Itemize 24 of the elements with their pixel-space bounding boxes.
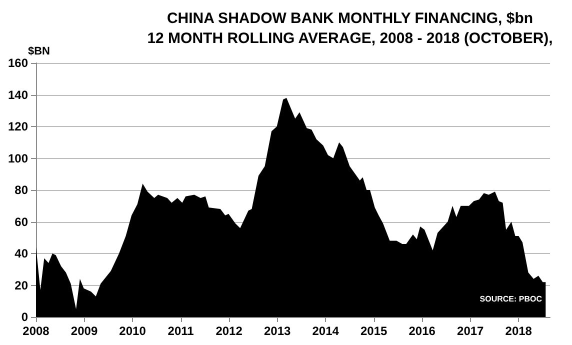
y-tick-label: 100: [8, 151, 28, 166]
y-axis-title: $BN: [28, 46, 50, 58]
y-tick-label: 40: [14, 246, 28, 260]
y-tick-label: 0: [21, 310, 28, 324]
y-tick-label: 120: [8, 120, 28, 134]
x-tick-label: 2015: [360, 324, 388, 338]
annotation: SOURCE: PBOC: [480, 294, 542, 304]
x-tick-label: 2014: [312, 324, 340, 338]
y-tick-label: 140: [8, 88, 28, 102]
x-tick-label: 2012: [216, 324, 243, 338]
x-tick-label: 2011: [168, 324, 194, 338]
y-tick-label: 20: [14, 278, 28, 292]
x-tick-label: 2018: [505, 324, 532, 338]
x-tick-label: 2013: [264, 324, 291, 338]
x-tick-label: 2008: [22, 324, 50, 338]
y-tick-label: 60: [14, 214, 28, 229]
x-tick-label: 2009: [70, 324, 98, 338]
y-tick-label: 160: [8, 56, 28, 70]
x-tick-label: 2010: [119, 324, 146, 338]
chart-title: CHINA SHADOW BANK MONTHLY FINANCING, $bn: [166, 10, 534, 27]
y-tick-label: 80: [14, 183, 28, 197]
x-tick-label: 2017: [457, 324, 484, 338]
x-tick-label: 2016: [408, 324, 436, 338]
chart-subtitle: 12 MONTH ROLLING AVERAGE, 2008 - 2018 (OCTOBER),: [147, 30, 553, 47]
